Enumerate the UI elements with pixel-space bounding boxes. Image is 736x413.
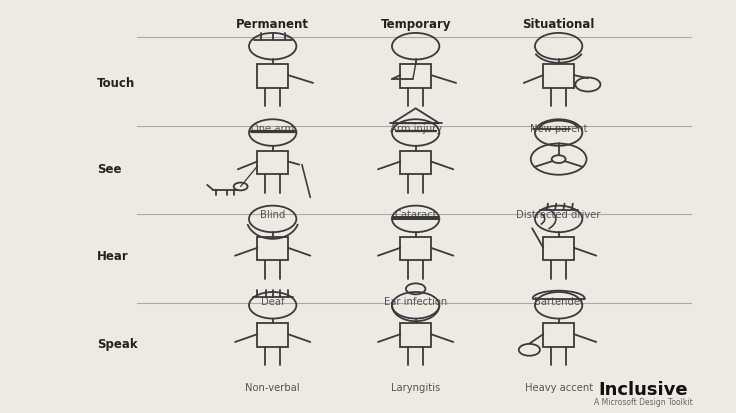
Bar bbox=[543, 65, 574, 88]
Text: Laryngitis: Laryngitis bbox=[391, 382, 440, 392]
Text: Non-verbal: Non-verbal bbox=[245, 382, 300, 392]
Text: Speak: Speak bbox=[96, 337, 138, 350]
Bar bbox=[258, 151, 288, 175]
Text: One arm: One arm bbox=[251, 123, 294, 133]
Text: Arm injury: Arm injury bbox=[389, 123, 442, 133]
Text: Ear infection: Ear infection bbox=[384, 296, 447, 306]
Bar bbox=[543, 237, 574, 261]
Bar bbox=[258, 65, 288, 88]
Text: New parent: New parent bbox=[530, 123, 587, 133]
Bar bbox=[400, 323, 431, 347]
Text: Cataract: Cataract bbox=[394, 210, 437, 220]
Bar bbox=[400, 65, 431, 88]
Bar bbox=[400, 237, 431, 261]
Bar bbox=[543, 323, 574, 347]
Text: See: See bbox=[96, 163, 121, 176]
Text: Situational: Situational bbox=[523, 17, 595, 31]
Text: Inclusive: Inclusive bbox=[598, 380, 687, 398]
Bar bbox=[258, 237, 288, 261]
Text: Temporary: Temporary bbox=[381, 17, 451, 31]
Text: Hear: Hear bbox=[96, 249, 129, 262]
Text: Distracted driver: Distracted driver bbox=[517, 210, 601, 220]
Text: Bartender: Bartender bbox=[534, 296, 584, 306]
Text: Heavy accent: Heavy accent bbox=[525, 382, 592, 392]
Text: Touch: Touch bbox=[96, 77, 135, 90]
Text: Permanent: Permanent bbox=[236, 17, 309, 31]
Text: Blind: Blind bbox=[260, 210, 286, 220]
Bar bbox=[400, 151, 431, 175]
Bar bbox=[258, 323, 288, 347]
Text: A Microsoft Design Toolkit: A Microsoft Design Toolkit bbox=[593, 397, 693, 406]
Text: Deaf: Deaf bbox=[261, 296, 285, 306]
